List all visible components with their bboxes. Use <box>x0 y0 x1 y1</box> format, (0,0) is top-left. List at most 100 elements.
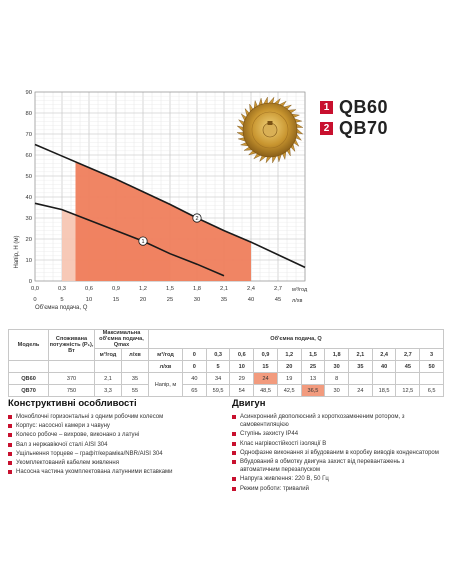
cell-head: 40 <box>182 372 207 385</box>
bullet-icon <box>232 441 236 446</box>
impeller-image <box>236 96 304 164</box>
cell-power: 750 <box>48 384 95 397</box>
flow-m3h-cell: 2,4 <box>371 348 397 361</box>
table-row: QB70 750 3,3 55 65 59,5 54 48,5 42,5 36,5 30 24 18,5… <box>8 384 444 397</box>
list-item: Напруга живлення: 220 В, 50 Гц <box>232 475 442 483</box>
list-item: Ступінь захисту IP44 <box>232 430 442 438</box>
legend-number: 2 <box>320 122 333 135</box>
legend-item-qb70: 2 QB70 <box>320 118 388 139</box>
flow-m3h-cell: 1,2 <box>276 348 302 361</box>
x-tick-label: 0,0 <box>31 286 39 292</box>
x-tick-label: 0,3 <box>58 286 66 292</box>
cell-head: 30 <box>324 384 350 397</box>
x-tick-label: 2,7 <box>274 286 282 292</box>
list-item: Колесо робоче – вихрове, виконано з лату… <box>8 431 218 439</box>
bullet-icon <box>8 461 12 466</box>
col-power: Споживана потужність (P₁), Вт <box>48 329 95 361</box>
cell-head: 54 <box>229 384 255 397</box>
cell-head: 59,5 <box>205 384 231 397</box>
y-tick-label: 10 <box>26 258 32 264</box>
cell-head: 6,5 <box>419 384 444 397</box>
curve-markers: 12 <box>138 213 202 246</box>
bullet-icon <box>232 415 236 419</box>
cell-model: QB60 <box>8 372 49 385</box>
col-model: Модель <box>8 329 49 361</box>
x-tick-label: 1,5 <box>166 286 174 292</box>
flow-m3h-cell: 0,3 <box>205 348 231 361</box>
flow-m3h-cell: 3 <box>419 348 444 361</box>
flow-lmin-cell: 0 <box>182 360 207 373</box>
x-tick-label-lpm: 15 <box>113 297 119 303</box>
cell-head: 65 <box>182 384 207 397</box>
bullet-icon <box>8 433 12 438</box>
curve-1 <box>34 202 225 277</box>
flow-m3h-cell: 0,9 <box>253 348 278 361</box>
list-item: Вбудований в обмотку двигуна захист від … <box>232 458 442 474</box>
cell-head: 36,5 <box>300 384 326 397</box>
pump-performance-chart: 12 0,0 0,3 0,6 0,9 1,2 1,5 1,8 2,1 2,4 2,7 0 5 10 15… <box>14 90 308 311</box>
y-tick-label: 40 <box>26 195 32 201</box>
list-item: Насосна частина укомплектована латунними… <box>8 468 218 476</box>
flow-m3h-cell: 0,6 <box>229 348 255 361</box>
x-tick-label-lpm: 0 <box>33 297 36 303</box>
legend-name: QB70 <box>339 118 389 138</box>
x-tick-label-lpm: 40 <box>248 297 254 303</box>
curve-marker-1: 1 <box>138 236 148 246</box>
cell-head: 18,5 <box>371 384 397 397</box>
bullet-icon <box>8 442 12 447</box>
head-label: Напір, м <box>148 372 183 397</box>
motor-title: Двигун <box>232 398 266 409</box>
features-section: Конструктивні особливості Моноблочні гор… <box>8 398 218 477</box>
cell-qmax_lmin: 55 <box>121 384 149 397</box>
cell-head: 12,5 <box>395 384 421 397</box>
marker-label: 2 <box>195 216 198 222</box>
list-item: Укомплектований кабелем живлення <box>8 459 218 467</box>
cell-head: 29 <box>229 372 255 385</box>
cell-power: 370 <box>48 372 95 385</box>
flow-m3h-cell: 0 <box>182 348 207 361</box>
features-list: Моноблочні горизонтальні з одним робочим… <box>8 413 218 476</box>
flow-lmin-cell: 50 <box>419 360 444 373</box>
y-axis-ticks: 0 10 20 30 40 50 60 70 80 90 <box>26 90 32 285</box>
motor-section: Двигун Асинхронний двополюсний з коротко… <box>232 398 442 494</box>
list-item: Однофазне виконання зі вбудованим в коро… <box>232 449 442 457</box>
cell-head <box>348 372 373 385</box>
list-item: Клас нагрівостійкості ізоляції B <box>232 440 442 448</box>
x-tick-label: 1,8 <box>193 286 201 292</box>
cell-qmax_lmin: 35 <box>121 372 149 385</box>
list-item: Вал з нержавіючої сталі AISI 304 <box>8 441 218 449</box>
unit-lmin: л/хв <box>148 360 183 373</box>
cell-head <box>371 372 397 385</box>
marker-label: 1 <box>141 239 144 245</box>
bullet-icon <box>232 432 236 437</box>
y-tick-label: 90 <box>26 90 32 96</box>
cell-model: QB70 <box>8 384 49 397</box>
list-item: Режим роботи: тривалий <box>232 485 442 493</box>
x-tick-label-lpm: 20 <box>140 297 146 303</box>
x-axis-label: Об'ємна подача, Q <box>35 305 88 311</box>
cell-head: 42,5 <box>276 384 302 397</box>
x-tick-label: 0,6 <box>85 286 93 292</box>
cell-head: 19 <box>276 372 302 385</box>
y-tick-label: 0 <box>29 279 32 285</box>
shaded-regions <box>62 161 251 281</box>
flow-lmin-cell: 30 <box>324 360 350 373</box>
flow-m3h-cell: 1,8 <box>324 348 350 361</box>
shaded-region-2 <box>75 161 251 281</box>
cell-head <box>419 372 444 385</box>
list-item: Ущільнення торцеве – графіт/кераміка/NBR… <box>8 450 218 458</box>
bullet-icon <box>8 424 12 429</box>
flow-lmin-cell: 10 <box>229 360 255 373</box>
flow-lmin-cell: 20 <box>276 360 302 373</box>
y-tick-label: 60 <box>26 153 32 159</box>
bullet-icon <box>232 477 236 482</box>
cell-head: 24 <box>253 372 278 385</box>
unit-m3h: м³/год <box>148 348 183 361</box>
col-flow-group: Об'ємна подача, Q <box>148 329 444 349</box>
bullet-icon <box>232 460 236 465</box>
cell-head: 13 <box>300 372 326 385</box>
flow-m3h-cell: 2,7 <box>395 348 421 361</box>
curve-2 <box>34 143 306 269</box>
x-tick-label-lpm: 35 <box>221 297 227 303</box>
cell-head: 48,5 <box>253 384 278 397</box>
